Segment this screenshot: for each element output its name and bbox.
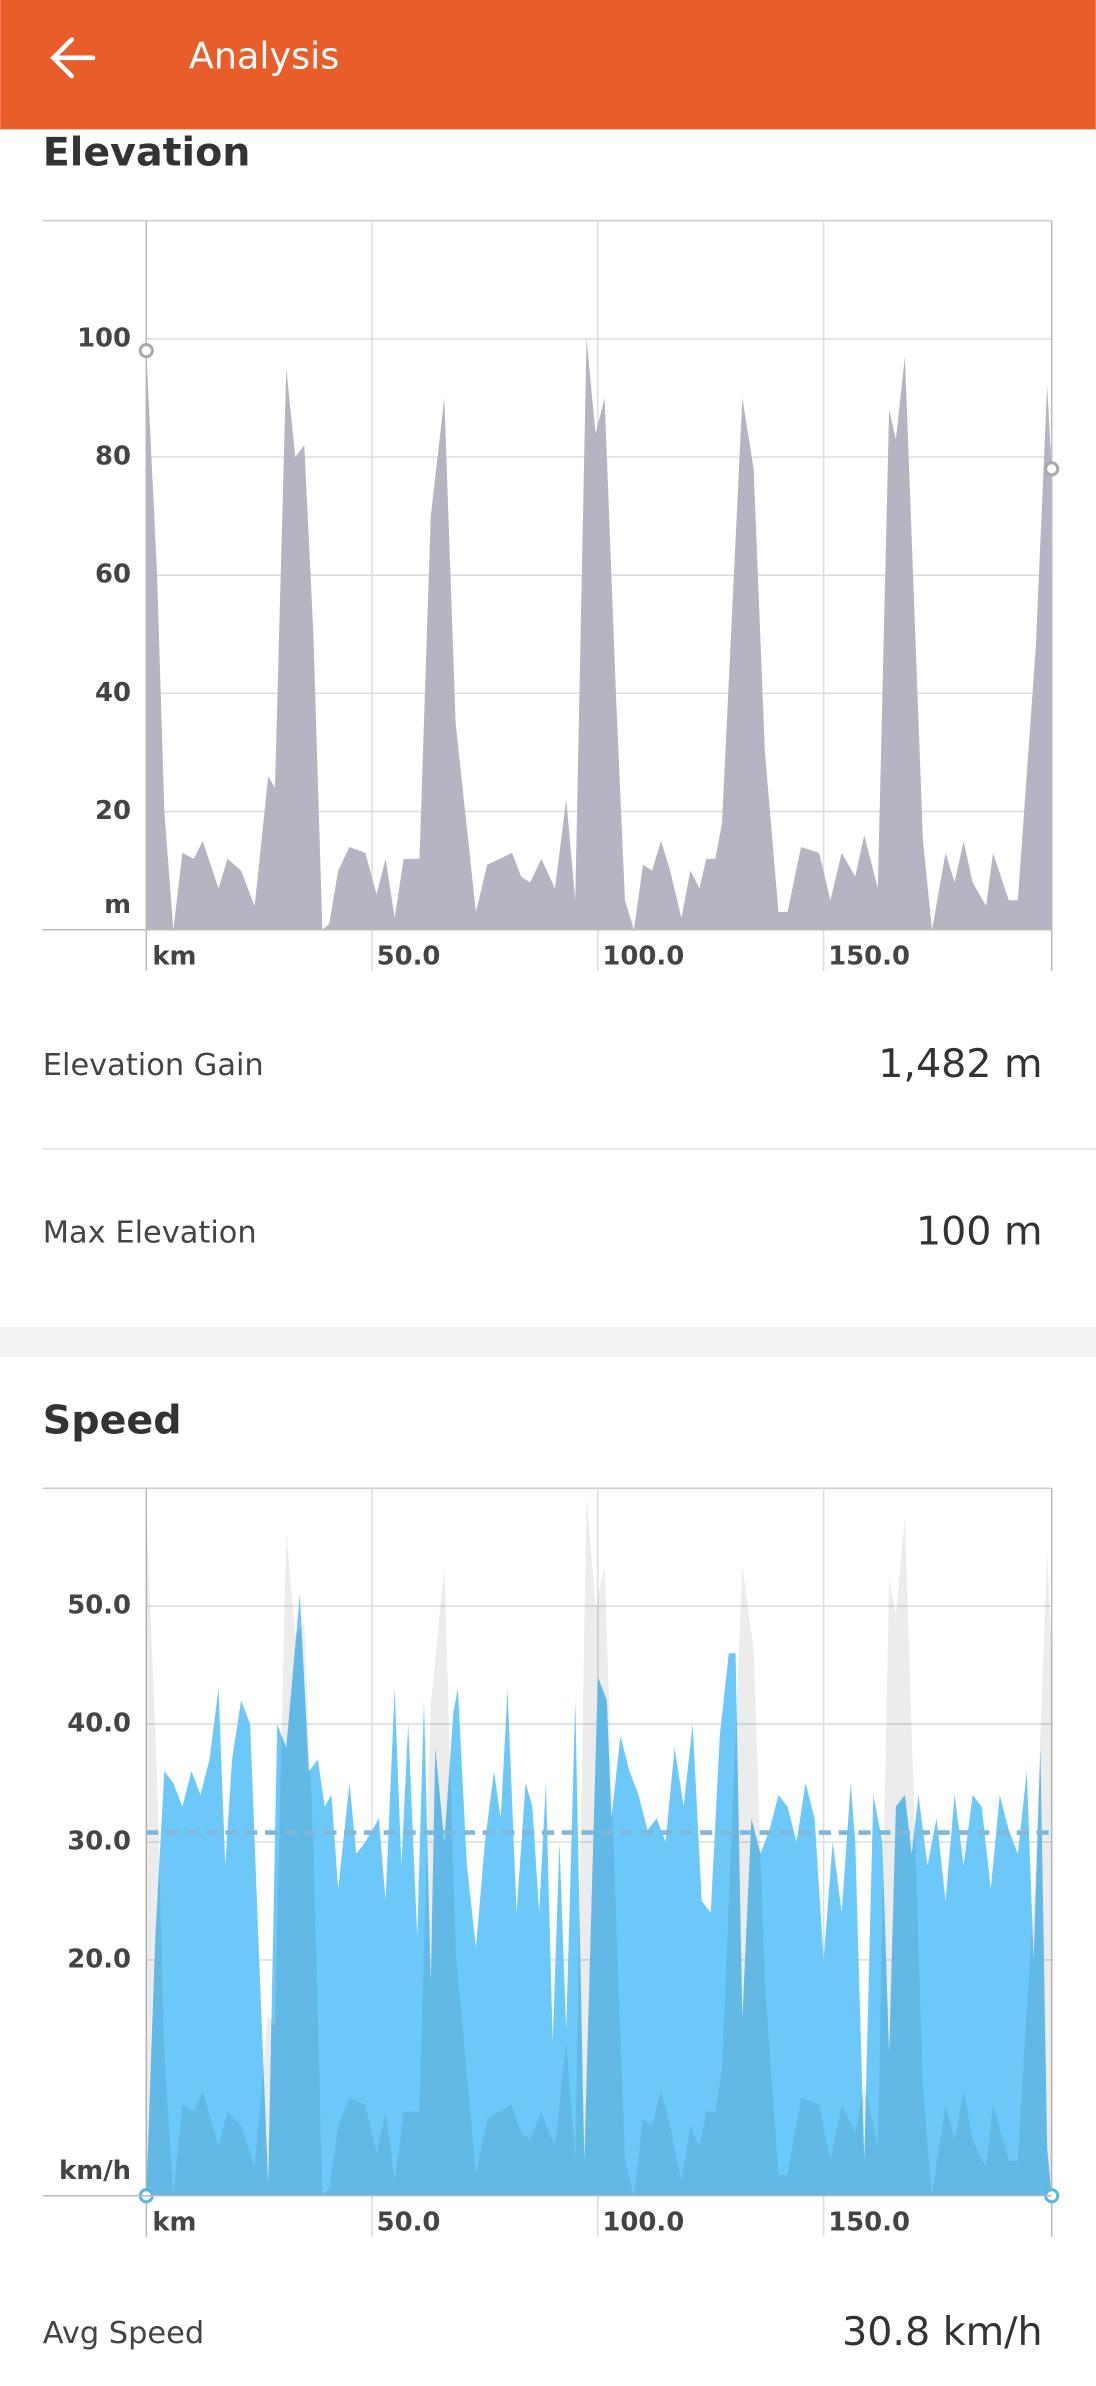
y-tick-label: 50.0 [67, 1591, 131, 1621]
x-tick-label: 50.0 [377, 2208, 441, 2238]
x-unit-label: km [152, 942, 196, 972]
y-tick-label: 40.0 [67, 1709, 131, 1739]
x-tick-label: 50.0 [377, 942, 441, 972]
stat-value: 30.8 km/h [842, 2309, 1042, 2355]
y-tick-label: 60 [95, 560, 131, 590]
y-tick-label: 40 [95, 678, 131, 708]
x-tick-label: 100.0 [602, 942, 684, 972]
stat-value: 100 m [916, 1209, 1043, 1255]
section-heading: Speed [43, 1397, 182, 1443]
y-tick-label: 80 [95, 442, 131, 472]
section-heading: Elevation [43, 130, 251, 176]
app-bar [0, 0, 1096, 130]
stat-label: Max Elevation [43, 1216, 257, 1251]
y-tick-label: 30.0 [67, 1826, 131, 1856]
y-tick-label: 20 [95, 796, 131, 826]
back-arrow-head [50, 37, 74, 79]
endpoint-marker [1044, 461, 1060, 477]
x-tick-label: 100.0 [602, 2208, 684, 2238]
stat-value: 1,482 m [878, 1041, 1042, 1087]
stat-label: Elevation Gain [43, 1048, 264, 1083]
x-tick-label: 150.0 [828, 942, 910, 972]
section-divider [0, 1326, 1096, 1358]
back-button[interactable] [50, 37, 96, 79]
endpoint-marker [138, 343, 154, 359]
elevation-overlay [146, 1495, 1052, 2196]
y-tick-label: 20.0 [67, 1944, 131, 1974]
y-unit-label: km/h [59, 2156, 131, 2186]
y-unit-label: m [104, 890, 131, 920]
area [146, 1594, 1052, 2196]
y-tick-label: 100 [77, 323, 131, 353]
x-tick-label: 150.0 [828, 2208, 910, 2238]
area [146, 338, 1052, 930]
x-unit-label: km [152, 2208, 196, 2238]
stat-label: Avg Speed [43, 2316, 204, 2351]
app-title: Analysis [189, 34, 339, 77]
